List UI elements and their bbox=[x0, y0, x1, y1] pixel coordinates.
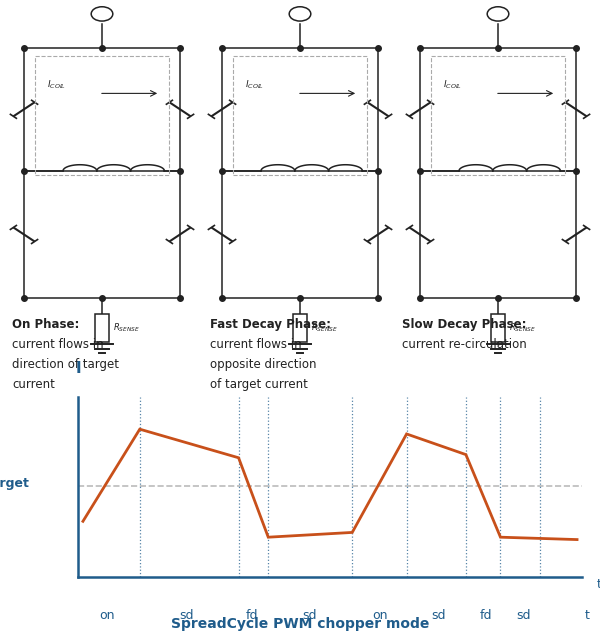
Text: sd: sd bbox=[517, 609, 531, 622]
Text: $\mathit{R}_{\mathit{SENSE}}$: $\mathit{R}_{\mathit{SENSE}}$ bbox=[509, 322, 536, 334]
Bar bbox=[293, 314, 307, 342]
Text: direction of target: direction of target bbox=[12, 358, 119, 370]
Text: Target: Target bbox=[0, 477, 30, 490]
Text: sd: sd bbox=[179, 609, 194, 622]
Text: current re-circulation: current re-circulation bbox=[402, 338, 527, 351]
Bar bbox=[491, 314, 505, 342]
Bar bbox=[95, 314, 109, 342]
Text: fd: fd bbox=[480, 609, 493, 622]
Text: fd: fd bbox=[245, 609, 258, 622]
Text: $\mathit{I}_{\mathit{COIL}}$: $\mathit{I}_{\mathit{COIL}}$ bbox=[245, 79, 264, 92]
Text: on: on bbox=[373, 609, 388, 622]
Text: of target current: of target current bbox=[210, 378, 308, 390]
Text: $\mathit{R}_{\mathit{SENSE}}$: $\mathit{R}_{\mathit{SENSE}}$ bbox=[113, 322, 140, 334]
Text: On Phase:: On Phase: bbox=[12, 318, 79, 331]
Text: t: t bbox=[584, 609, 589, 622]
Text: t: t bbox=[597, 578, 600, 590]
Text: current flows in: current flows in bbox=[210, 338, 302, 351]
Text: current: current bbox=[12, 378, 55, 390]
Text: $\mathit{I}_{\mathit{COIL}}$: $\mathit{I}_{\mathit{COIL}}$ bbox=[47, 79, 66, 92]
Text: opposite direction: opposite direction bbox=[210, 358, 317, 370]
Text: sd: sd bbox=[302, 609, 317, 622]
Text: I: I bbox=[76, 361, 81, 376]
Text: SpreadCycle PWM chopper mode: SpreadCycle PWM chopper mode bbox=[171, 617, 429, 631]
Text: Fast Decay Phase:: Fast Decay Phase: bbox=[210, 318, 331, 331]
Text: sd: sd bbox=[431, 609, 446, 622]
Text: on: on bbox=[99, 609, 115, 622]
Text: $\mathit{R}_{\mathit{SENSE}}$: $\mathit{R}_{\mathit{SENSE}}$ bbox=[311, 322, 338, 334]
Text: $\mathit{I}_{\mathit{COIL}}$: $\mathit{I}_{\mathit{COIL}}$ bbox=[443, 79, 462, 92]
Text: current flows in: current flows in bbox=[12, 338, 104, 351]
Text: Slow Decay Phase:: Slow Decay Phase: bbox=[402, 318, 527, 331]
